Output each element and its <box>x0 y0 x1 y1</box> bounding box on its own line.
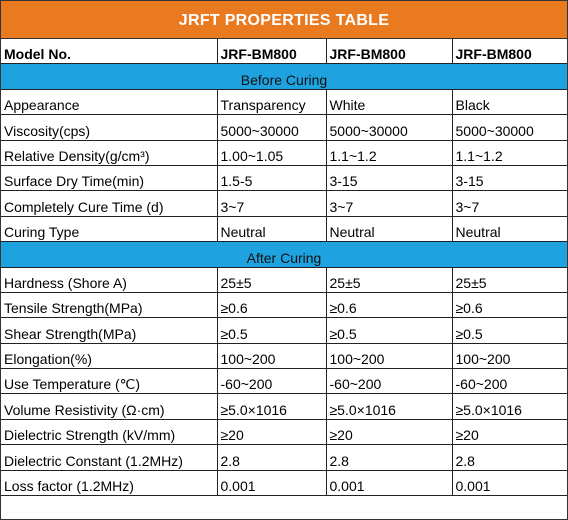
property-name: Elongation(%) <box>1 342 218 370</box>
property-value: ≥0.6 <box>216 291 327 319</box>
property-value: 2.8 <box>451 444 567 471</box>
property-row: Dielectric Constant (1.2MHz) 2.8 2.8 2.8 <box>1 444 567 471</box>
property-row: Hardness (Shore A) 25±5 25±5 25±5 <box>1 266 567 293</box>
property-row: Use Temperature (℃) -60~200 -60~200 -60~200 <box>1 368 567 395</box>
property-value: ≥20 <box>216 418 327 446</box>
header-row: Model No. JRF-BM800 JRF-BM800 JRF-BM800 <box>1 39 567 65</box>
property-row: Dielectric Strength (kV/mm) ≥20 ≥20 ≥20 <box>1 418 567 446</box>
property-value: ≥0.6 <box>325 291 453 319</box>
property-value: 100~200 <box>325 342 453 370</box>
property-row: Relative Density(g/cm³) 1.00~1.05 1.1~1.2 1… <box>1 139 567 166</box>
property-value: 25±5 <box>451 266 567 293</box>
property-value: 0.001 <box>451 469 567 497</box>
property-value: ≥5.0×1016 <box>451 393 567 420</box>
property-value: 5000~30000 <box>325 114 453 141</box>
section-title: After Curing <box>1 241 567 268</box>
property-value: -60~200 <box>451 368 567 395</box>
property-value: 3~7 <box>325 190 453 217</box>
property-value: ≥0.5 <box>216 317 327 344</box>
property-value: 25±5 <box>216 266 327 293</box>
property-value: ≥0.6 <box>451 291 567 319</box>
property-row: Loss factor (1.2MHz) 0.001 0.001 0.001 <box>1 469 567 497</box>
property-value: ≥0.5 <box>451 317 567 344</box>
property-value: ≥5.0×1016 <box>325 393 453 420</box>
property-value: 5000~30000 <box>451 114 567 141</box>
property-row: Viscosity(cps) 5000~30000 5000~30000 5000~3… <box>1 114 567 141</box>
property-value: 0.001 <box>325 469 453 497</box>
property-value: ≥5.0×1016 <box>216 393 327 420</box>
table-title: JRFT PROPERTIES TABLE <box>1 1 567 39</box>
model-name: JRF-BM800 <box>325 39 453 65</box>
property-value: 1.1~1.2 <box>451 139 567 166</box>
property-row: Shear Strength(MPa) ≥0.5 ≥0.5 ≥0.5 <box>1 317 567 344</box>
property-row: Volume Resistivity (Ω·cm) ≥5.0×1016 ≥5.0×1… <box>1 393 567 420</box>
property-row: Elongation(%) 100~200 100~200 100~200 <box>1 342 567 370</box>
property-value: 2.8 <box>325 444 453 471</box>
property-name: Curing Type <box>1 215 218 243</box>
property-value: 3~7 <box>216 190 327 217</box>
property-value: ≥0.5 <box>325 317 453 344</box>
property-value: 2.8 <box>216 444 327 471</box>
property-name: Surface Dry Time(min) <box>1 164 218 192</box>
property-name: Appearance <box>1 88 218 116</box>
section-row: Before Curing <box>1 63 567 90</box>
property-name: Use Temperature (℃) <box>1 368 218 395</box>
table: Model No. JRF-BM800 JRF-BM800 JRF-BM800 Befo… <box>1 39 567 497</box>
property-value: 3~7 <box>451 190 567 217</box>
section-title: Before Curing <box>1 63 567 90</box>
property-name: Shear Strength(MPa) <box>1 317 218 344</box>
property-name: Volume Resistivity (Ω·cm) <box>1 393 218 420</box>
property-value: ≥20 <box>451 418 567 446</box>
property-row: Completely Cure Time (d) 3~7 3~7 3~7 <box>1 190 567 217</box>
property-name: Loss factor (1.2MHz) <box>1 469 218 497</box>
property-value: 0.001 <box>216 469 327 497</box>
property-name: Viscosity(cps) <box>1 114 218 141</box>
property-value: White <box>325 88 453 116</box>
property-row: Tensile Strength(MPa) ≥0.6 ≥0.6 ≥0.6 <box>1 291 567 319</box>
property-name: Relative Density(g/cm³) <box>1 139 218 166</box>
property-row: Curing Type Neutral Neutral Neutral <box>1 215 567 243</box>
table-body: Model No. JRF-BM800 JRF-BM800 JRF-BM800 Befo… <box>1 39 567 497</box>
property-value: Neutral <box>216 215 327 243</box>
property-value: 25±5 <box>325 266 453 293</box>
property-value: 3-15 <box>451 164 567 192</box>
property-value: -60~200 <box>216 368 327 395</box>
model-name: JRF-BM800 <box>216 39 327 65</box>
property-value: ≥20 <box>325 418 453 446</box>
property-name: Tensile Strength(MPa) <box>1 291 218 319</box>
property-row: Surface Dry Time(min) 1.5-5 3-15 3-15 <box>1 164 567 192</box>
property-name: Completely Cure Time (d) <box>1 190 218 217</box>
property-name: Dielectric Constant (1.2MHz) <box>1 444 218 471</box>
property-value: 100~200 <box>451 342 567 370</box>
property-value: Transparency <box>216 88 327 116</box>
property-value: Black <box>451 88 567 116</box>
property-value: 1.5-5 <box>216 164 327 192</box>
property-value: Neutral <box>325 215 453 243</box>
property-name: Hardness (Shore A) <box>1 266 218 293</box>
model-name: JRF-BM800 <box>451 39 567 65</box>
property-value: 1.1~1.2 <box>325 139 453 166</box>
property-value: 5000~30000 <box>216 114 327 141</box>
section-row: After Curing <box>1 241 567 268</box>
header-label: Model No. <box>1 39 218 65</box>
property-value: Neutral <box>451 215 567 243</box>
property-name: Dielectric Strength (kV/mm) <box>1 418 218 446</box>
property-value: 3-15 <box>325 164 453 192</box>
property-value: 100~200 <box>216 342 327 370</box>
property-row: Appearance Transparency White Black <box>1 88 567 116</box>
property-value: 1.00~1.05 <box>216 139 327 166</box>
property-value: -60~200 <box>325 368 453 395</box>
